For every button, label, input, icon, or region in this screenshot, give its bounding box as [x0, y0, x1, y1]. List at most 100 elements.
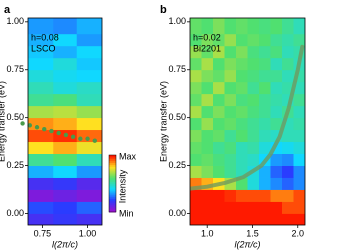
heatmap-cell — [213, 129, 225, 143]
heatmap-cell — [282, 201, 294, 214]
colorbar-step — [109, 164, 116, 167]
heatmap-cell — [213, 213, 225, 225]
heatmap-cell — [259, 201, 271, 214]
heatmap-cell — [201, 201, 214, 214]
heatmap-cell — [270, 177, 283, 190]
colorbar-step — [109, 194, 116, 198]
heatmap-cell — [259, 57, 271, 71]
heatmap-cell — [53, 201, 78, 214]
heatmap-cell — [259, 177, 271, 190]
y-tick-label: 1.00 — [6, 16, 24, 26]
heatmap-cell — [76, 117, 102, 131]
heatmap-cell — [224, 117, 237, 131]
annotation: Bi2201 — [193, 43, 221, 53]
heatmap-cell — [28, 93, 54, 107]
annotation: h=0.08 — [31, 32, 59, 42]
heatmap-cell — [224, 45, 237, 59]
heatmap-cell — [270, 105, 283, 119]
heatmap-cell — [224, 213, 237, 225]
heatmap-cell — [247, 117, 260, 131]
marker — [20, 121, 25, 126]
heatmap-cell — [28, 141, 54, 155]
heatmap-cell — [28, 201, 54, 214]
heatmap-cell — [293, 117, 305, 131]
marker — [63, 132, 69, 138]
heatmap-cell — [28, 45, 54, 59]
heatmap-cell — [236, 141, 248, 155]
heatmap-cell — [282, 45, 294, 59]
heatmap-cell — [190, 81, 202, 95]
heatmap-cell — [224, 165, 237, 178]
heatmap-cell — [236, 213, 248, 225]
colorbar-step — [109, 160, 116, 163]
heatmap-cell — [293, 213, 305, 225]
colorbar-frame — [108, 154, 117, 213]
heatmap-cell — [224, 81, 237, 95]
heatmap-cell — [201, 117, 214, 131]
heatmap-cell — [28, 81, 54, 95]
heatmap-cell — [53, 18, 78, 35]
heatmap-cell — [201, 33, 214, 47]
heatmap-cell — [201, 189, 214, 202]
y-axis-label: Energy transfer (eV) — [0, 81, 6, 162]
marker — [92, 138, 97, 143]
heatmap-cell — [293, 141, 305, 155]
heatmap-cell — [270, 165, 283, 178]
heatmap-cell — [270, 117, 283, 131]
heatmap-cell — [293, 189, 305, 202]
heatmap-cell — [53, 141, 78, 155]
heatmap-cell — [53, 69, 78, 83]
heatmap-cell — [259, 213, 271, 225]
y-tick-label: 1.00 — [168, 16, 186, 26]
heatmap-cell — [201, 69, 214, 83]
colorbar-step — [109, 200, 116, 203]
heatmap-cell — [53, 45, 78, 59]
heatmap-cell — [213, 81, 225, 95]
heatmap-cell — [282, 189, 294, 202]
heatmap-cell — [270, 57, 283, 71]
heatmap-cell — [213, 165, 225, 178]
heatmap-cell — [201, 165, 214, 178]
heatmap-cell — [190, 189, 202, 202]
heatmap-cell — [190, 213, 202, 225]
heatmap-cell — [259, 18, 271, 35]
colorbar-step — [109, 185, 116, 188]
heatmap-cell — [201, 153, 214, 166]
heatmap-cell — [76, 213, 102, 225]
heatmap-cell — [28, 189, 54, 202]
heatmap-cell — [270, 213, 283, 225]
heatmap-cell — [247, 81, 260, 95]
colorbar-step — [109, 189, 116, 192]
heatmap-cell — [53, 213, 78, 225]
heatmap-cell — [293, 105, 305, 119]
colorbar-min: Min — [119, 208, 134, 218]
heatmap-cell — [53, 33, 78, 47]
heatmap-cell — [190, 153, 202, 166]
heatmap-cell — [224, 33, 237, 47]
heatmap-cell — [224, 177, 237, 190]
heatmap-cell — [76, 165, 102, 178]
colorbar-step — [109, 187, 116, 190]
heatmap-cell — [190, 57, 202, 71]
heatmap-cell — [236, 129, 248, 143]
heatmap-cell — [236, 81, 248, 95]
colorbar-step — [109, 175, 116, 179]
y-tick-label: 0.00 — [168, 208, 186, 218]
heatmap-cell — [259, 45, 271, 59]
heatmap-cell — [53, 117, 78, 131]
heatmap-cell — [236, 165, 248, 178]
heatmap-cell — [236, 201, 248, 214]
heatmap-cell — [270, 189, 283, 202]
x-axis-label: l(2π/c) — [52, 239, 78, 249]
heatmap-cell — [282, 213, 294, 225]
heatmap-cell — [259, 93, 271, 107]
heatmap-cell — [236, 57, 248, 71]
colorbar-step — [109, 170, 116, 173]
heatmap-cell — [270, 45, 283, 59]
heatmap-cell — [213, 141, 225, 155]
heatmap-cell — [259, 129, 271, 143]
heatmap-cell — [236, 105, 248, 119]
heatmap-cell — [247, 45, 260, 59]
heatmap-cell — [201, 81, 214, 95]
heatmap-cell — [213, 57, 225, 71]
